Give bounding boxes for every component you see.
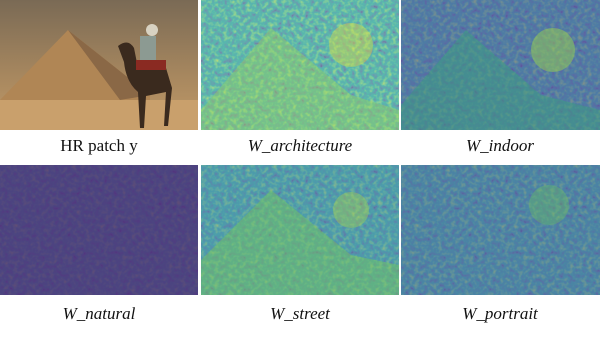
caption: W_indoor <box>466 136 534 155</box>
caption: W_portrait <box>462 304 539 323</box>
heatmap-panel <box>0 165 198 295</box>
heatmap-panel <box>401 165 600 295</box>
heatmap-panel <box>401 0 600 130</box>
heatmap-panel <box>201 165 399 295</box>
caption: W_architecture <box>248 136 353 155</box>
caption: W_street <box>270 304 331 323</box>
caption: HR patch y <box>60 136 138 155</box>
photo-panel <box>0 0 198 130</box>
caption: W_natural <box>63 304 136 323</box>
heatmap-panel <box>201 0 399 130</box>
